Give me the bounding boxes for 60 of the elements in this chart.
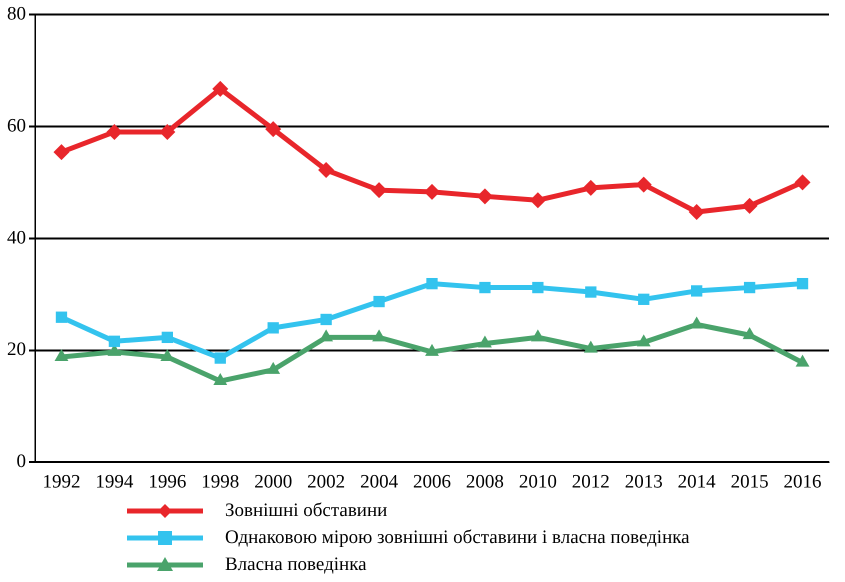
point: [530, 329, 545, 342]
x-tick-label: 1992: [42, 472, 80, 493]
point: [320, 314, 332, 326]
point: [54, 348, 68, 361]
point: [478, 336, 492, 348]
point: [53, 144, 70, 160]
point: [425, 344, 439, 356]
x-tick-label: 2006: [413, 472, 451, 493]
x-tick-label: 1994: [95, 472, 134, 493]
x-tick-label: 2012: [572, 472, 610, 493]
y-tick-label: 40: [7, 227, 26, 248]
point: [742, 198, 758, 214]
y-tick-label: 0: [16, 451, 26, 472]
y-tick-label: 60: [7, 115, 26, 136]
point: [162, 332, 173, 344]
point: [532, 282, 544, 294]
point: [796, 354, 810, 367]
point: [585, 286, 596, 298]
y-tick-label: 80: [7, 3, 26, 24]
point: [426, 278, 438, 290]
point: [796, 278, 808, 290]
y-tick-label: 20: [7, 339, 26, 360]
point: [424, 184, 440, 200]
point: [691, 285, 702, 297]
x-tick-label: 2008: [466, 472, 504, 493]
point: [108, 336, 120, 347]
x-tick-label: 2010: [518, 472, 557, 493]
point: [268, 322, 279, 334]
point: [372, 329, 386, 342]
point: [265, 121, 282, 138]
x-tick-label: 2000: [254, 472, 292, 493]
point: [476, 188, 493, 204]
point: [688, 204, 705, 220]
x-tick-label: 2014: [678, 472, 716, 493]
x-tick-label: 2015: [730, 472, 769, 493]
x-tick-label: 1998: [201, 472, 240, 493]
x-tick-label: 1996: [148, 472, 186, 493]
x-tick-label: 2002: [307, 472, 346, 493]
point: [636, 334, 651, 346]
x-tick-label: 2004: [360, 472, 399, 493]
point: [214, 352, 226, 364]
point: [638, 294, 650, 305]
point: [530, 192, 546, 208]
point: [56, 312, 68, 323]
legend-label: Власна поведінка: [225, 554, 367, 576]
point: [212, 80, 228, 97]
point: [266, 362, 280, 374]
point: [479, 282, 491, 294]
legend-label: Зовнішні обставини: [225, 500, 388, 522]
x-tick-label: 2016: [784, 472, 822, 493]
x-tick-label: 2013: [624, 472, 663, 493]
point: [636, 176, 652, 193]
point: [794, 174, 811, 190]
point: [582, 180, 599, 196]
point: [318, 162, 334, 178]
point: [213, 373, 228, 386]
legend-label: Однаковою мірою зовнішні обставини і власна поведінка: [225, 526, 690, 548]
point: [584, 340, 598, 353]
point: [744, 282, 756, 294]
point: [373, 296, 385, 308]
